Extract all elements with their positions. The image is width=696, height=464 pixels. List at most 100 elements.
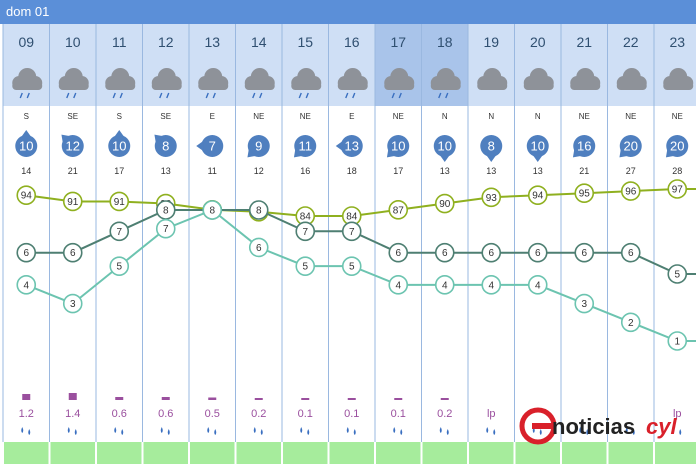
data-label-humidity: 96	[625, 187, 637, 198]
drop-shape	[74, 429, 77, 435]
ground-bar	[236, 442, 281, 464]
rain-drop	[305, 92, 309, 99]
drop-shape	[28, 429, 31, 435]
wind-gust-value: 17	[114, 166, 124, 176]
wind-arrow-head	[665, 148, 675, 158]
wind-speed-value: 10	[112, 139, 126, 154]
drop-shape	[486, 427, 489, 433]
wind-arrow-icon	[154, 134, 163, 144]
wind-arrow-head	[572, 148, 582, 158]
drop-shape	[353, 429, 356, 435]
rain-drop	[26, 92, 30, 99]
hour-header-bg	[3, 24, 50, 106]
wind-arrow-icon	[386, 148, 396, 158]
rain-probability-icon	[672, 427, 682, 435]
wind-arrow-head	[619, 148, 628, 158]
wind-arrow-icon	[196, 141, 204, 151]
ground-bar	[655, 442, 696, 464]
data-label-temperature: 8	[256, 206, 262, 217]
rain-drop	[66, 92, 70, 99]
cloud-rain-icon	[291, 68, 322, 99]
wind-speed-badge	[480, 135, 503, 157]
wind-arrow-head	[154, 134, 163, 144]
hour-header-bg	[514, 24, 561, 106]
data-point-temperature	[109, 221, 130, 242]
precip-amount: 0.6	[112, 408, 127, 420]
hour-label: 13	[204, 34, 220, 50]
precip-amount: 1.4	[65, 408, 80, 420]
rain-probability-icon	[21, 427, 31, 435]
logo-text-noticias: noticias	[552, 414, 635, 439]
wind-speed-badge	[433, 135, 456, 157]
data-point-feels_like	[341, 256, 362, 276]
wind-speed-badge	[61, 135, 84, 157]
wind-direction-label: N	[442, 112, 448, 121]
hour-header-bg	[654, 24, 696, 106]
data-point-temperature	[620, 242, 641, 263]
ground-bar	[329, 442, 374, 464]
hour-header-bg	[282, 24, 329, 106]
precip-amount: 0.1	[344, 408, 359, 420]
wind-speed-value: 16	[577, 139, 591, 154]
wind-speed-value: 8	[162, 139, 169, 154]
wind-arrow-icon	[486, 155, 497, 162]
wind-speed-value: 10	[19, 139, 33, 154]
hour-label: 21	[576, 34, 592, 50]
data-point-temperature	[667, 264, 688, 284]
rain-probability-icon	[300, 427, 310, 435]
drop-shape	[493, 429, 496, 435]
wind-arrow-head	[386, 148, 396, 158]
ground-bar	[190, 442, 235, 464]
wind-direction-label: SE	[67, 112, 78, 121]
rain-probability-icon	[160, 427, 170, 435]
drop-shape	[672, 427, 675, 433]
wind-gust-value: 21	[68, 166, 78, 176]
data-label-temperature: 6	[442, 248, 448, 259]
data-point-feels_like	[527, 275, 548, 295]
data-label-humidity: 91	[67, 197, 79, 208]
data-label-humidity: 97	[672, 185, 684, 196]
cloud-rain-icon	[198, 68, 229, 99]
ground-bar	[283, 442, 328, 464]
data-point-feels_like	[202, 200, 223, 220]
wind-speed-badge	[294, 135, 317, 157]
data-label-temperature: 6	[23, 248, 29, 259]
hour-label: 17	[390, 34, 406, 50]
precip-bar	[394, 398, 403, 400]
data-point-humidity	[620, 181, 641, 201]
wind-direction-label: S	[117, 112, 122, 121]
data-point-temperature	[527, 242, 548, 263]
wind-direction-label: S	[24, 112, 29, 121]
data-label-temperature: 6	[581, 248, 587, 259]
wind-arrow-icon	[532, 155, 543, 162]
data-point-feels_like	[667, 331, 688, 351]
wind-speed-value: 9	[255, 139, 262, 154]
drop-shape	[446, 429, 449, 435]
hour-header-bg	[421, 24, 468, 106]
wind-arrow-icon	[665, 148, 675, 158]
data-point-feels_like	[248, 237, 269, 258]
precip-bar	[440, 398, 449, 400]
data-point-humidity	[388, 199, 409, 220]
data-point-temperature	[434, 242, 455, 263]
data-point-feels_like	[388, 275, 409, 295]
hour-label: 15	[297, 34, 313, 50]
ground-bar	[562, 442, 607, 464]
wind-direction-label: NE	[300, 112, 311, 121]
data-point-temperature	[295, 221, 316, 242]
data-point-temperature	[248, 200, 269, 220]
precip-bar	[68, 393, 77, 400]
drop-shape	[160, 427, 163, 433]
cloud-rain-icon	[430, 68, 461, 99]
wind-direction-label: NE	[393, 112, 404, 121]
data-label-feels_like: 4	[395, 280, 401, 291]
wind-direction-label: NE	[253, 112, 264, 121]
precip-bar	[161, 397, 170, 400]
data-label-feels_like: 2	[628, 318, 634, 329]
wind-arrow-icon	[293, 148, 303, 158]
data-point-temperature	[62, 242, 83, 263]
data-label-feels_like: 8	[209, 206, 215, 217]
data-label-temperature: 6	[535, 248, 541, 259]
drop-shape	[207, 427, 210, 433]
wind-direction-label: NE	[672, 112, 683, 121]
